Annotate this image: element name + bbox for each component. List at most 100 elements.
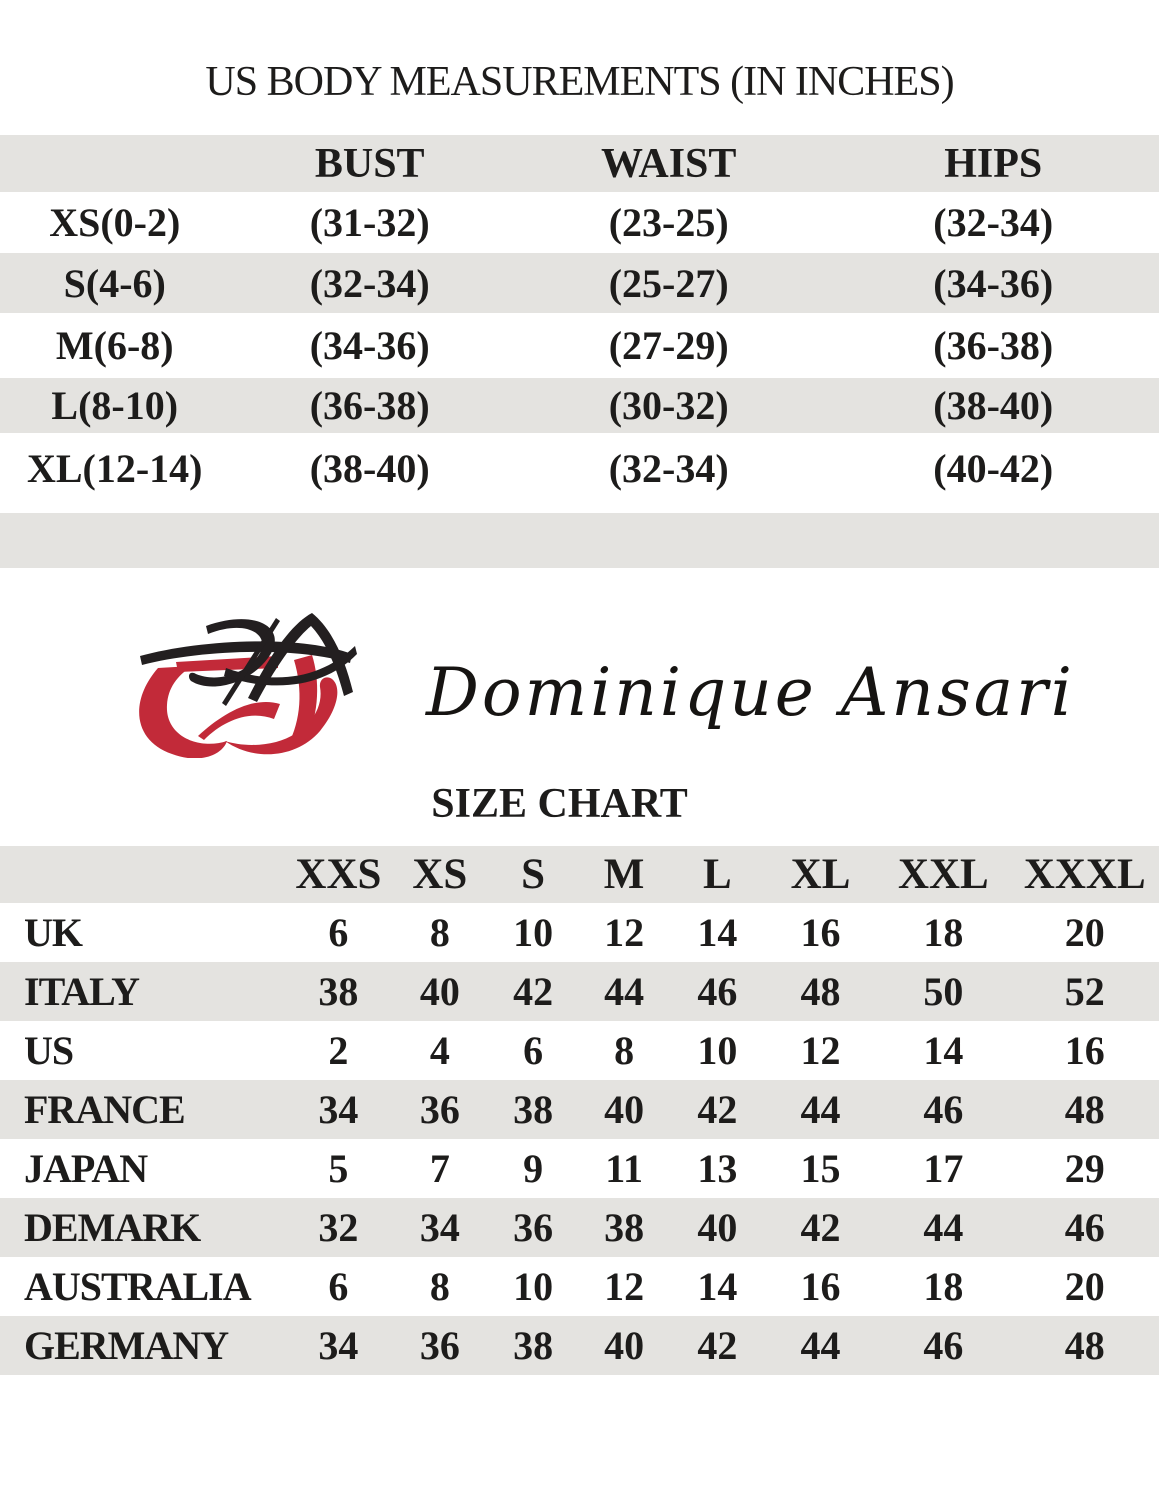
table-row: GERMANY 34 36 38 40 42 44 46 48	[0, 1316, 1159, 1375]
measurements-header-row: BUST WAIST HIPS	[0, 135, 1159, 192]
table-row: S(4-6) (32-34) (25-27) (34-36)	[0, 253, 1159, 313]
cell-value: 40	[604, 1087, 645, 1132]
cell-bust: (31-32)	[309, 200, 430, 245]
cell-value: 44	[800, 1087, 841, 1132]
cell-value: 5	[328, 1146, 349, 1191]
cell-value: 36	[419, 1087, 460, 1132]
cell-value: 16	[1064, 1028, 1105, 1073]
cell-size-label: S(4-6)	[63, 260, 166, 306]
cell-waist: (23-25)	[608, 200, 729, 245]
cell-value: 46	[1064, 1205, 1105, 1250]
cell-value: 20	[1064, 910, 1105, 955]
cell-value: 15	[800, 1146, 841, 1191]
table-row: UK 6 8 10 12 14 16 18 20	[0, 903, 1159, 962]
cell-country: AUSTRALIA	[24, 1264, 252, 1309]
table-row: L(8-10) (36-38) (30-32) (38-40)	[0, 378, 1159, 433]
cell-size-label: XL(12-14)	[26, 445, 203, 491]
cell-country: US	[24, 1028, 74, 1073]
cell-value: 4	[429, 1028, 450, 1073]
cell-value: 38	[318, 969, 359, 1014]
cell-value: 9	[523, 1146, 544, 1191]
header-cell-waist: WAIST	[601, 140, 737, 187]
cell-value: 2	[328, 1028, 349, 1073]
table-row: XL(12-14) (38-40) (32-34) (40-42)	[0, 433, 1159, 503]
cell-hips: (34-36)	[933, 260, 1054, 306]
cell-value: 12	[800, 1028, 841, 1073]
cell-value: 48	[1064, 1087, 1105, 1132]
cell-value: 44	[800, 1323, 841, 1368]
cell-value: 34	[318, 1087, 359, 1132]
cell-value: 16	[800, 1264, 841, 1309]
cell-value: 6	[523, 1028, 544, 1073]
cell-value: 14	[923, 1028, 964, 1073]
size-chart-title: SIZE CHART	[431, 781, 688, 827]
cell-waist: (27-29)	[608, 323, 729, 368]
cell-country: GERMANY	[24, 1323, 229, 1368]
cell-bust: (32-34)	[309, 260, 430, 306]
cell-value: 42	[513, 969, 554, 1014]
cell-country: JAPAN	[24, 1146, 148, 1191]
cell-hips: (32-34)	[933, 200, 1054, 245]
cell-value: 34	[318, 1323, 359, 1368]
cell-value: 14	[697, 1264, 738, 1309]
cell-value: 44	[604, 969, 645, 1014]
cell-size-label: M(6-8)	[55, 323, 174, 368]
cell-value: 6	[328, 1264, 349, 1309]
cell-bust: (34-36)	[309, 323, 430, 368]
cell-value: 40	[697, 1205, 738, 1250]
cell-value: 11	[605, 1146, 643, 1191]
cell-value: 38	[513, 1087, 554, 1132]
cell-value: 40	[604, 1323, 645, 1368]
cell-bust: (38-40)	[309, 445, 430, 491]
cell-value: 52	[1064, 969, 1105, 1014]
cell-value: 14	[697, 910, 738, 955]
us-measurements-title: US BODY MEASUREMENTS (IN INCHES)	[205, 59, 954, 105]
header-cell-xxs: XXS	[295, 851, 382, 898]
table-row: FRANCE 34 36 38 40 42 44 46 48	[0, 1080, 1159, 1139]
cell-value: 46	[697, 969, 738, 1014]
cell-size-label: XS(0-2)	[49, 200, 181, 245]
cell-value: 10	[513, 910, 554, 955]
cell-value: 8	[429, 910, 450, 955]
cell-value: 38	[604, 1205, 645, 1250]
brand-name: Dominique Ansari	[426, 653, 1075, 731]
cell-value: 48	[800, 969, 841, 1014]
cell-size-label: L(8-10)	[51, 383, 179, 428]
cell-value: 40	[419, 969, 460, 1014]
cell-waist: (25-27)	[608, 260, 729, 306]
cell-country: UK	[24, 910, 83, 955]
cell-waist: (30-32)	[608, 383, 729, 428]
size-chart-header-row: XXS XS S M L XL XXL XXXL	[0, 846, 1159, 903]
cell-value: 42	[697, 1323, 738, 1368]
cell-value: 42	[800, 1205, 841, 1250]
cell-value: 42	[697, 1087, 738, 1132]
cell-value: 8	[429, 1264, 450, 1309]
cell-value: 46	[923, 1323, 964, 1368]
cell-value: 36	[419, 1323, 460, 1368]
cell-value: 50	[923, 969, 964, 1014]
header-cell-bust: BUST	[314, 140, 425, 187]
cell-value: 12	[604, 1264, 645, 1309]
header-cell-hips: HIPS	[944, 140, 1043, 187]
cell-value: 29	[1064, 1146, 1105, 1191]
cell-waist: (32-34)	[608, 445, 729, 491]
table-row: M(6-8) (34-36) (27-29) (36-38)	[0, 313, 1159, 378]
measurements-table: BUST WAIST HIPS XS(0-2) (31-32) (23-25) …	[0, 135, 1159, 503]
size-chart-table: XXS XS S M L XL XXL XXXL UK 6 8 10 12 14…	[0, 846, 1159, 1375]
cell-value: 44	[923, 1205, 964, 1250]
divider-stripe	[0, 513, 1159, 568]
header-cell-s: S	[521, 851, 546, 898]
header-cell-xxxl: XXXL	[1023, 851, 1146, 898]
cell-hips: (38-40)	[933, 383, 1054, 428]
cell-value: 6	[328, 910, 349, 955]
cell-value: 20	[1064, 1264, 1105, 1309]
cell-country: FRANCE	[24, 1087, 186, 1132]
header-cell-xs: XS	[412, 851, 468, 898]
cell-value: 17	[923, 1146, 964, 1191]
cell-value: 10	[697, 1028, 738, 1073]
cell-value: 46	[923, 1087, 964, 1132]
cell-hips: (36-38)	[933, 323, 1054, 368]
table-row: US 2 4 6 8 10 12 14 16	[0, 1021, 1159, 1080]
cell-value: 32	[318, 1205, 359, 1250]
